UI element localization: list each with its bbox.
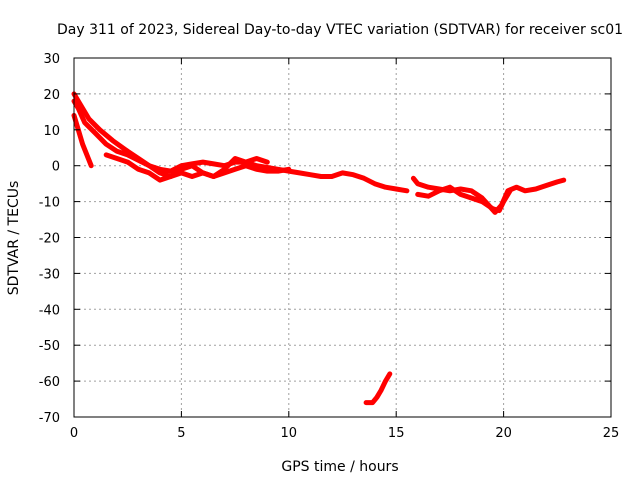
x-tick-label: 15 xyxy=(388,426,405,441)
series-layer xyxy=(71,91,567,406)
x-axis-label: GPS time / hours xyxy=(281,459,398,475)
series-line-2 xyxy=(71,91,292,179)
y-tick-label: 30 xyxy=(43,52,60,67)
y-tick-label: -10 xyxy=(39,196,60,211)
series-line-7 xyxy=(363,371,393,406)
x-tick-label: 20 xyxy=(495,426,512,441)
y-tick-label: -70 xyxy=(39,411,60,426)
series-line-1 xyxy=(71,98,410,194)
chart-title: Day 311 of 2023, Sidereal Day-to-day VTE… xyxy=(57,22,623,38)
y-tick-label: 0 xyxy=(52,160,60,175)
x-tick-label: 10 xyxy=(281,426,298,441)
x-tick-label: 0 xyxy=(70,426,78,441)
y-tick-label: 20 xyxy=(43,88,60,103)
y-tick-label: -60 xyxy=(39,375,60,390)
y-axis-label: SDTVAR / TECUs xyxy=(6,181,22,296)
y-tick-label: 10 xyxy=(43,124,60,139)
x-tick-label: 5 xyxy=(177,426,185,441)
y-tick-label: -20 xyxy=(39,232,60,247)
y-tick-label: -40 xyxy=(39,303,60,318)
x-tick-label: 25 xyxy=(603,426,620,441)
series-line-6 xyxy=(415,184,513,214)
series-line-3 xyxy=(71,112,94,169)
y-tick-label: -30 xyxy=(39,267,60,282)
grid-layer xyxy=(74,58,611,417)
tick-layer: 0 5 10 15 20 25 30 20 10 0 -10 -20 -30 -40 -50 -60 -70 xyxy=(39,52,620,441)
series-line-4 xyxy=(103,152,270,183)
y-tick-label: -50 xyxy=(39,339,60,354)
